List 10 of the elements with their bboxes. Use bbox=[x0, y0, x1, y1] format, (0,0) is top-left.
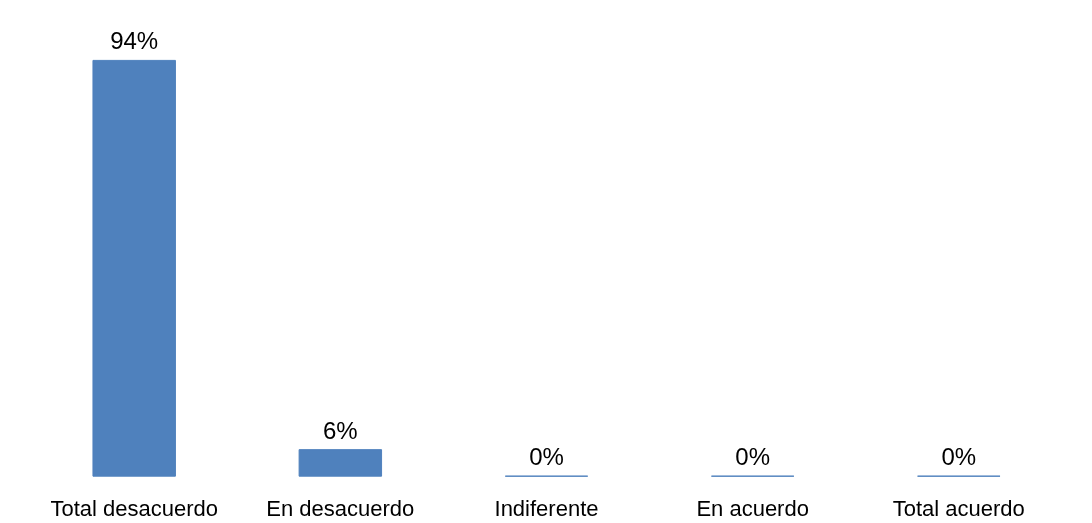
x-tick-label: Indiferente bbox=[494, 495, 599, 521]
data-label: 6% bbox=[323, 416, 358, 444]
x-tick-label: Total acuerdo bbox=[892, 495, 1025, 521]
x-tick-label: En desacuerdo bbox=[266, 495, 415, 521]
x-tick-label: Total desacuerdo bbox=[50, 495, 218, 521]
x-tick-label: En acuerdo bbox=[696, 495, 809, 521]
data-label: 94% bbox=[110, 27, 159, 55]
data-label: 0% bbox=[735, 443, 770, 471]
data-label: 0% bbox=[941, 443, 977, 471]
data-label: 0% bbox=[529, 443, 564, 471]
